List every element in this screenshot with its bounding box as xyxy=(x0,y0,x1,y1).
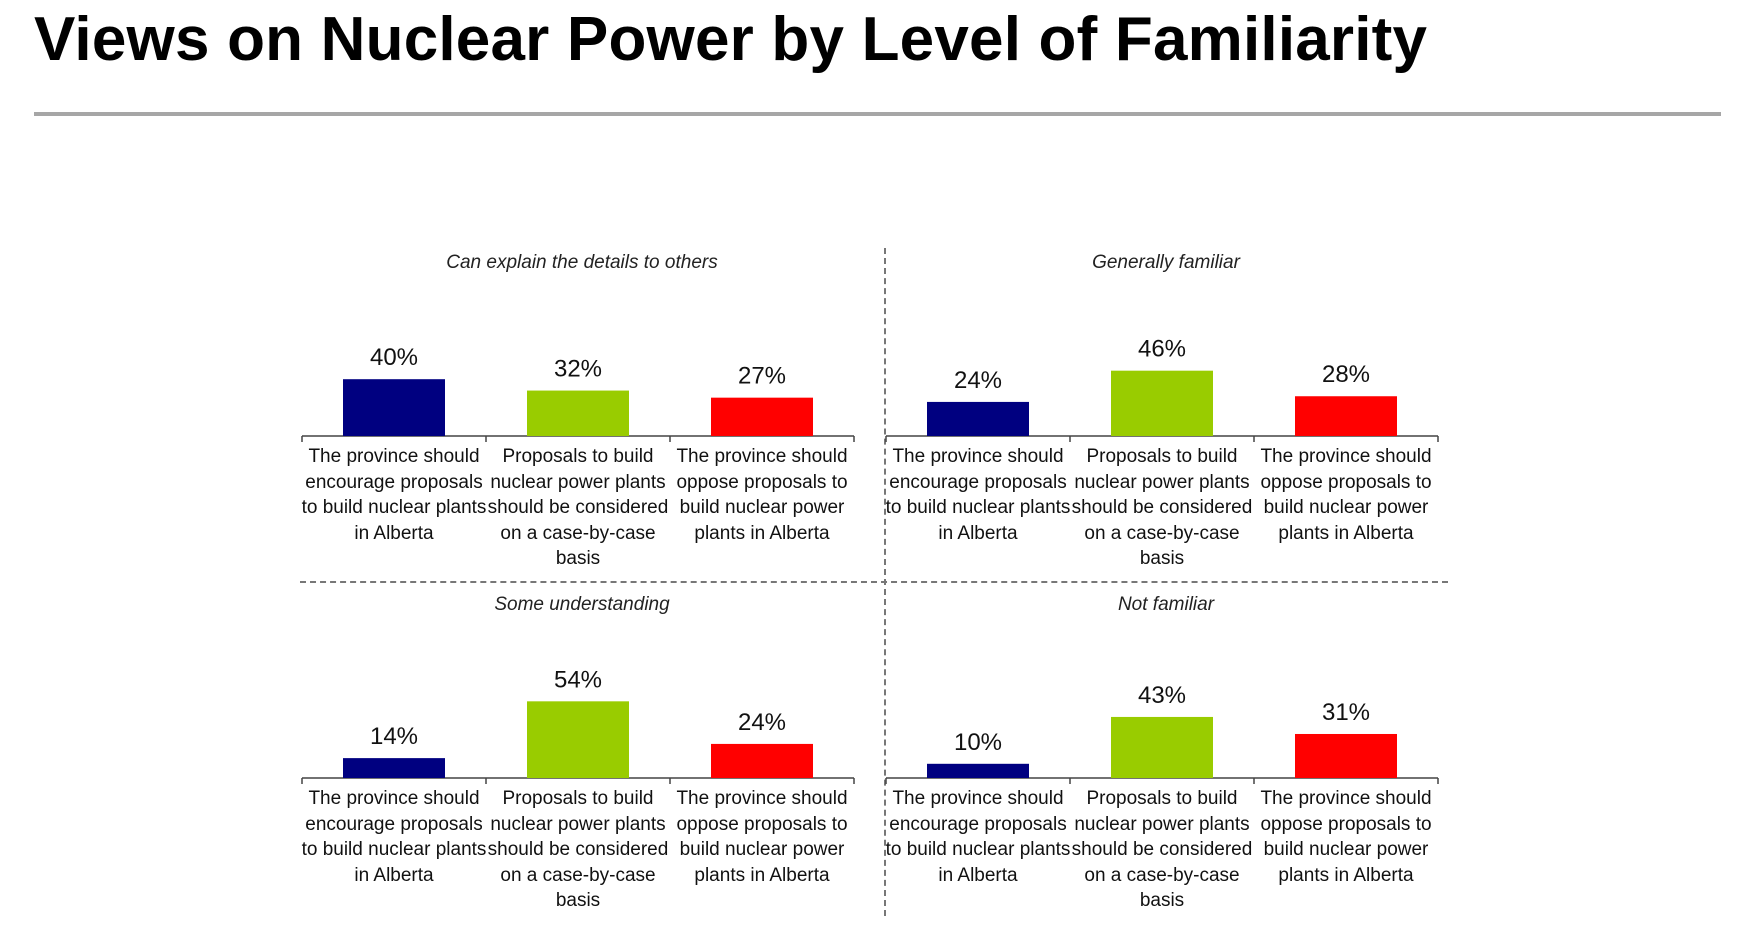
value-label: 10% xyxy=(954,729,1002,756)
chart-panel-can-explain: Can explain the details to others 40% 32%… xyxy=(301,248,862,588)
bar-chart: 40% 32% 27% xyxy=(301,344,855,442)
chart-panel-some-understanding: Some understanding 14% 54% 24% The province… xyxy=(301,590,862,930)
category-label-case-by-case: Proposals to build nuclear power plants … xyxy=(1071,446,1253,569)
category-label-oppose: The province should oppose proposals to … xyxy=(1260,446,1432,544)
category-label-oppose: The province should oppose proposals to … xyxy=(676,446,848,544)
bar-case-by-case xyxy=(1111,716,1213,778)
chart-panel-not-familiar: Not familiar 10% 43% 31% The province shoul… xyxy=(885,590,1446,930)
bar-chart: 10% 43% 31% xyxy=(885,682,1439,784)
category-label-oppose: The province should oppose proposals to … xyxy=(1260,788,1432,886)
panel-title: Some understanding xyxy=(494,594,670,615)
value-label: 27% xyxy=(738,363,786,390)
category-label-oppose: The province should oppose proposals to … xyxy=(676,788,848,886)
category-label-encourage: The province should encourage proposals … xyxy=(301,446,487,544)
bar-oppose xyxy=(711,743,813,778)
value-label: 14% xyxy=(370,723,418,750)
panel-title: Can explain the details to others xyxy=(446,252,718,273)
category-label-case-by-case: Proposals to build nuclear power plants … xyxy=(487,446,669,569)
value-label: 31% xyxy=(1322,699,1370,726)
value-label: 54% xyxy=(554,666,602,693)
category-label-encourage: The province should encourage proposals … xyxy=(301,788,487,886)
value-label: 28% xyxy=(1322,361,1370,388)
value-label: 24% xyxy=(954,367,1002,394)
value-label: 24% xyxy=(738,709,786,736)
panel-title: Generally familiar xyxy=(1092,252,1240,273)
value-label: 32% xyxy=(554,356,602,383)
value-label: 40% xyxy=(370,344,418,371)
bar-encourage xyxy=(343,379,445,436)
bar-oppose xyxy=(1295,396,1397,436)
bar-oppose xyxy=(1295,733,1397,778)
bar-chart: 24% 46% 28% xyxy=(885,336,1439,442)
bar-oppose xyxy=(711,397,813,436)
category-label-case-by-case: Proposals to build nuclear power plants … xyxy=(1071,788,1253,911)
category-label-case-by-case: Proposals to build nuclear power plants … xyxy=(487,788,669,911)
bar-case-by-case xyxy=(527,390,629,436)
category-label-encourage: The province should encourage proposals … xyxy=(885,788,1071,886)
bar-case-by-case xyxy=(1111,370,1213,436)
bar-encourage xyxy=(343,758,445,778)
bar-encourage xyxy=(927,763,1029,778)
bar-encourage xyxy=(927,401,1029,436)
horizontal-divider xyxy=(300,581,1448,583)
panel-title: Not familiar xyxy=(1117,594,1215,615)
chart-panel-generally-familiar: Generally familiar 24% 46% 28% The province… xyxy=(885,248,1446,588)
bar-chart: 14% 54% 24% xyxy=(301,666,855,784)
category-label-encourage: The province should encourage proposals … xyxy=(885,446,1071,544)
page-title: Views on Nuclear Power by Level of Famil… xyxy=(34,5,1428,74)
title-rule xyxy=(34,112,1721,116)
bar-case-by-case xyxy=(527,701,629,778)
value-label: 43% xyxy=(1138,682,1186,709)
value-label: 46% xyxy=(1138,336,1186,363)
